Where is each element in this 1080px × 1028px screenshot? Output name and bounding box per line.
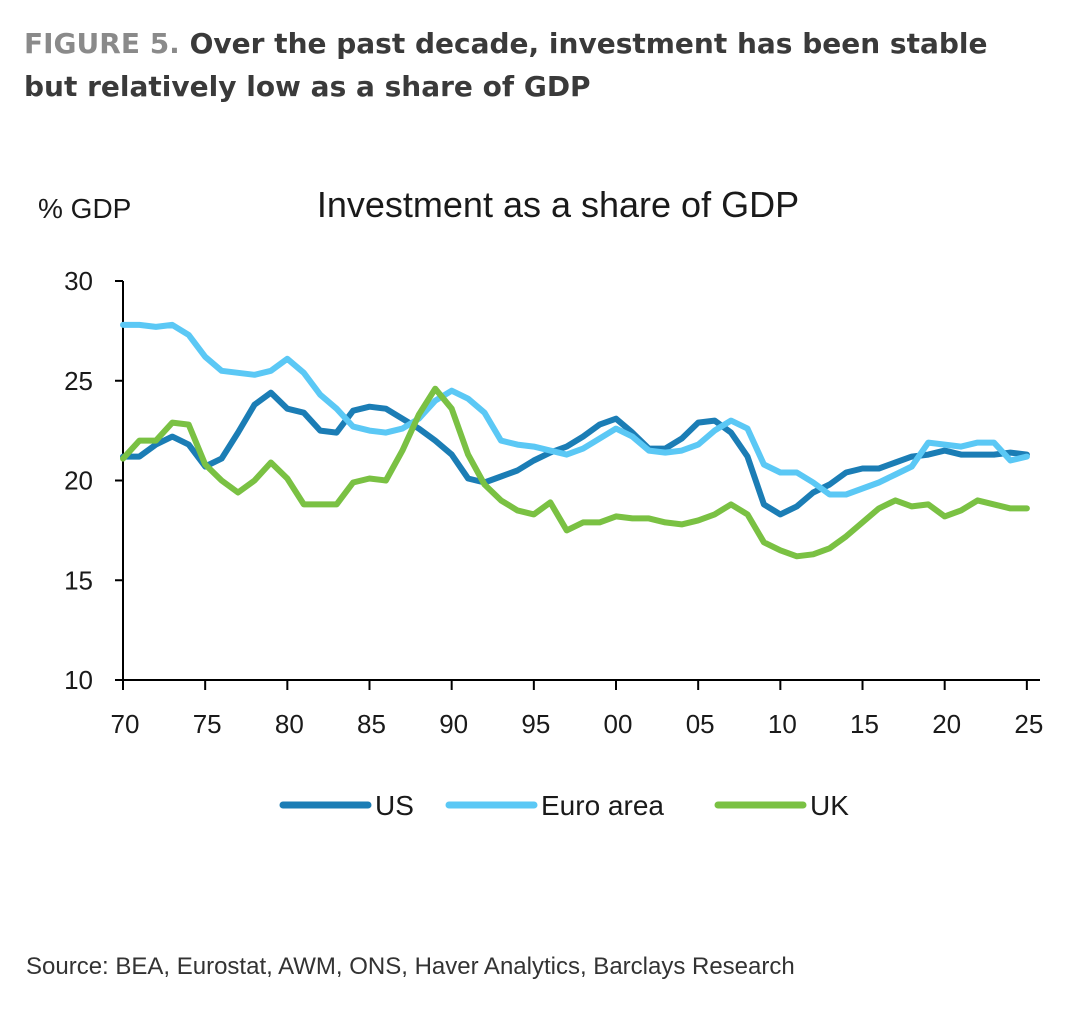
x-tick-label: 20 bbox=[932, 709, 961, 739]
series-line-euro-area bbox=[120, 321, 1030, 498]
x-tick-label: 05 bbox=[686, 709, 715, 739]
x-tick-label: 85 bbox=[357, 709, 386, 739]
chart-title: Investment as a share of GDP bbox=[317, 184, 799, 225]
x-tick-label: 00 bbox=[604, 709, 633, 739]
x-tick-label: 75 bbox=[193, 709, 222, 739]
y-tick-label: 15 bbox=[64, 565, 93, 595]
y-tick-label: 20 bbox=[64, 466, 93, 496]
series-line-us bbox=[120, 389, 1030, 518]
figure-heading: FIGURE 5. Over the past decade, investme… bbox=[24, 22, 1044, 108]
x-tick-label: 25 bbox=[1014, 709, 1043, 739]
x-tick-label: 95 bbox=[521, 709, 550, 739]
series-line-uk bbox=[120, 385, 1030, 560]
series-lines bbox=[120, 321, 1030, 560]
y-tick-label: 25 bbox=[64, 366, 93, 396]
legend-label-us: US bbox=[375, 790, 414, 821]
y-tick-label: 30 bbox=[64, 266, 93, 296]
y-axis-unit-label: % GDP bbox=[38, 193, 131, 224]
figure-label: FIGURE 5. bbox=[24, 27, 180, 60]
x-tick-label: 70 bbox=[111, 709, 140, 739]
x-tick-label: 10 bbox=[768, 709, 797, 739]
legend: US Euro area UK bbox=[279, 790, 849, 821]
source-note: Source: BEA, Eurostat, AWM, ONS, Haver A… bbox=[26, 953, 795, 980]
axes: 10 15 20 25 30 70 75 80 85 90 95 00 05 10 15 20 25 bbox=[64, 266, 1043, 739]
x-tick-label: 15 bbox=[850, 709, 879, 739]
x-tick-label: 90 bbox=[439, 709, 468, 739]
y-tick-label: 10 bbox=[64, 665, 93, 695]
line-chart: % GDP Investment as a share of GDP 10 15 2… bbox=[38, 184, 1043, 821]
legend-label-euro-area: Euro area bbox=[541, 790, 664, 821]
figure-heading-text: Over the past decade, investment has bee… bbox=[24, 27, 988, 103]
x-tick-label: 80 bbox=[275, 709, 304, 739]
legend-label-uk: UK bbox=[810, 790, 849, 821]
